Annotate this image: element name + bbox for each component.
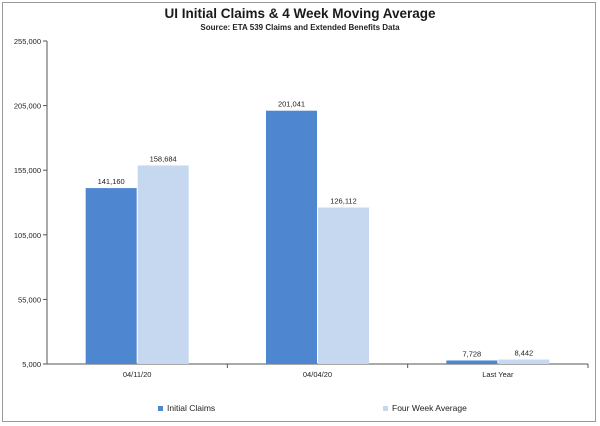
data-label: 158,684 bbox=[150, 154, 177, 163]
legend-item-initial-claims: Initial Claims bbox=[158, 403, 215, 413]
bar-four-week-average bbox=[318, 207, 369, 364]
chart-legend: Initial Claims Four Week Average bbox=[0, 403, 600, 419]
legend-label-four-week-average: Four Week Average bbox=[392, 403, 467, 413]
y-tick-label: 105,000 bbox=[14, 231, 41, 240]
bar-initial-claims bbox=[85, 188, 137, 364]
chart-subtitle: Source: ETA 539 Claims and Extended Bene… bbox=[200, 23, 400, 32]
y-tick-label: 155,000 bbox=[14, 166, 41, 175]
bar-chart: 5,000 55,000 105,000 155,000 205,000 255,000 0… bbox=[14, 37, 589, 379]
bar-initial-claims bbox=[266, 110, 317, 364]
bar-initial-claims bbox=[446, 360, 498, 364]
x-tick-label: Last Year bbox=[482, 370, 514, 379]
data-label: 201,041 bbox=[278, 100, 305, 109]
bar-four-week-average bbox=[137, 165, 189, 364]
legend-label-initial-claims: Initial Claims bbox=[167, 403, 216, 413]
data-label: 8,442 bbox=[514, 349, 533, 358]
data-label: 141,160 bbox=[98, 177, 125, 186]
y-tick-label: 205,000 bbox=[14, 102, 41, 111]
data-label: 7,728 bbox=[462, 349, 481, 358]
x-tick-label: 04/04/20 bbox=[303, 370, 332, 379]
data-label: 126,112 bbox=[330, 197, 357, 206]
chart-title: UI Initial Claims & 4 Week Moving Averag… bbox=[164, 6, 436, 21]
legend-swatch-four-week-average bbox=[383, 405, 388, 411]
y-tick-label: 255,000 bbox=[14, 37, 41, 46]
y-tick-label: 55,000 bbox=[18, 295, 41, 304]
y-tick-label: 5,000 bbox=[22, 360, 41, 369]
legend-swatch-initial-claims bbox=[158, 405, 163, 411]
legend-item-four-week-average: Four Week Average bbox=[383, 403, 467, 413]
x-tick-label: 04/11/20 bbox=[123, 370, 152, 379]
bar-four-week-average bbox=[498, 359, 550, 364]
